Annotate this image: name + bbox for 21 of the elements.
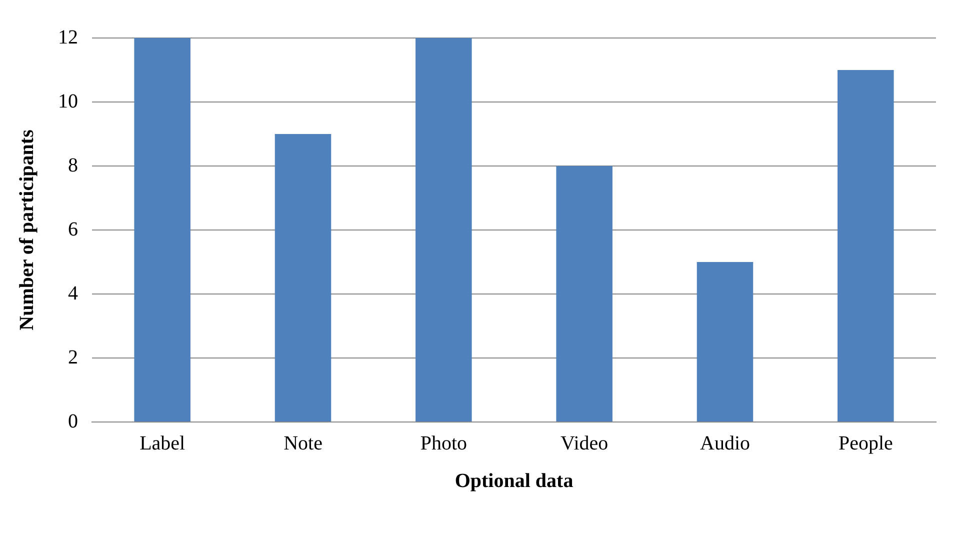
bar xyxy=(838,70,894,422)
y-tick-label: 0 xyxy=(68,410,78,432)
y-tick-label: 10 xyxy=(58,90,78,112)
y-tick-label: 2 xyxy=(68,346,78,368)
y-tick-label: 12 xyxy=(58,26,78,48)
x-tick-label: People xyxy=(838,432,894,454)
x-tick-label: Photo xyxy=(420,432,468,454)
x-tick-label: Label xyxy=(140,432,186,454)
y-axis-title: Number of participants xyxy=(16,129,38,330)
bar xyxy=(134,38,190,422)
y-tick-label: 8 xyxy=(68,154,78,176)
x-tick-label: Note xyxy=(284,432,323,454)
x-axis-title: Optional data xyxy=(454,470,574,492)
x-tick-label: Audio xyxy=(700,432,750,454)
bar xyxy=(556,166,612,422)
x-tick-label: Video xyxy=(560,432,608,454)
bar xyxy=(416,38,472,422)
bar xyxy=(274,134,332,422)
bar xyxy=(696,262,754,422)
y-tick-label: 4 xyxy=(68,282,78,304)
y-tick-label: 6 xyxy=(68,218,78,240)
